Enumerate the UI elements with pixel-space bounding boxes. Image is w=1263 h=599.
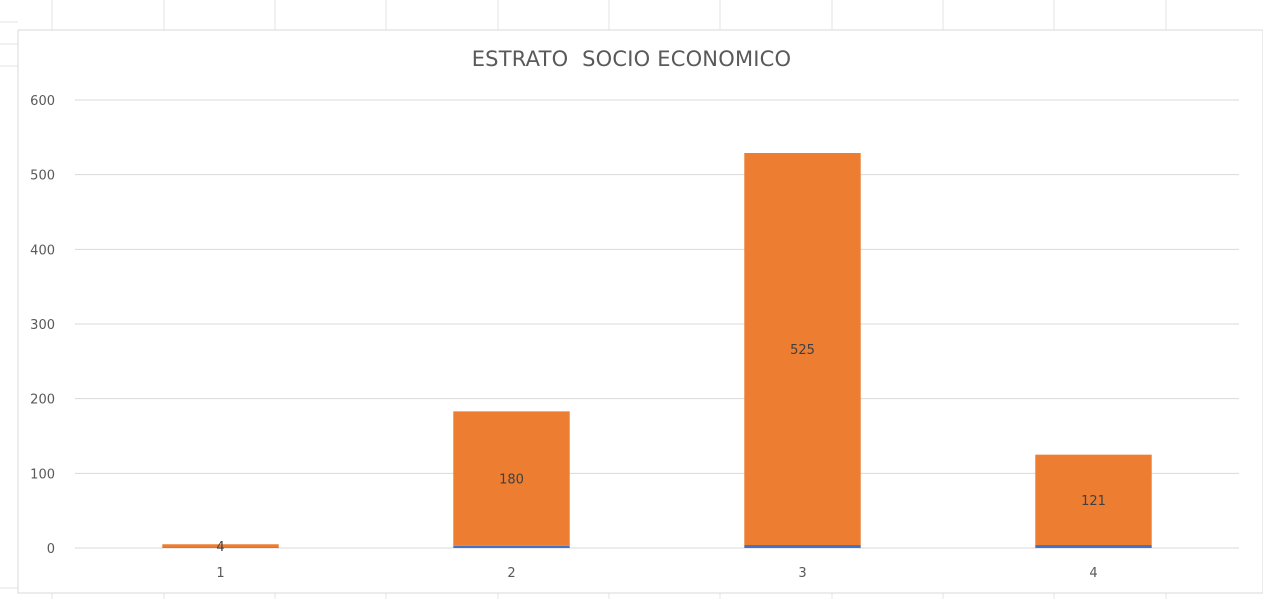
plot-area: 0 100 200 300 400 500 600 1 2 3 4 4 180 525 121 [30, 94, 1239, 581]
bar-segment[interactable] [1035, 545, 1152, 548]
y-tick-label: 500 [30, 169, 55, 184]
y-tick-label: 400 [30, 243, 55, 258]
chart-title: ESTRATO SOCIO ECONOMICO [471, 47, 792, 71]
bar-segment[interactable] [744, 545, 861, 548]
y-tick-label: 300 [30, 318, 55, 333]
data-labels: 4 180 525 121 [216, 343, 1106, 555]
x-tick-label: 1 [216, 566, 224, 581]
bar-segment[interactable] [744, 153, 861, 546]
y-tick-label: 100 [30, 467, 55, 482]
data-label: 4 [216, 540, 224, 555]
data-label: 525 [790, 343, 815, 358]
bar-segment[interactable] [162, 544, 279, 548]
bar-segment[interactable] [453, 545, 570, 548]
y-tick-label: 600 [30, 94, 55, 109]
x-tick-label: 2 [507, 566, 515, 581]
x-tick-label: 3 [798, 566, 806, 581]
bar-segment[interactable] [1035, 454, 1152, 546]
y-tick-label: 0 [47, 542, 55, 557]
x-axis-labels: 1 2 3 4 [216, 566, 1097, 581]
x-tick-label: 4 [1089, 566, 1097, 581]
data-label: 121 [1081, 494, 1106, 509]
bar-segment[interactable] [162, 547, 279, 548]
y-axis-labels: 0 100 200 300 400 500 600 [30, 94, 55, 557]
y-tick-label: 200 [30, 393, 55, 408]
data-label: 180 [499, 473, 524, 488]
chart-bars [162, 153, 1152, 548]
bar-segment[interactable] [453, 411, 570, 546]
